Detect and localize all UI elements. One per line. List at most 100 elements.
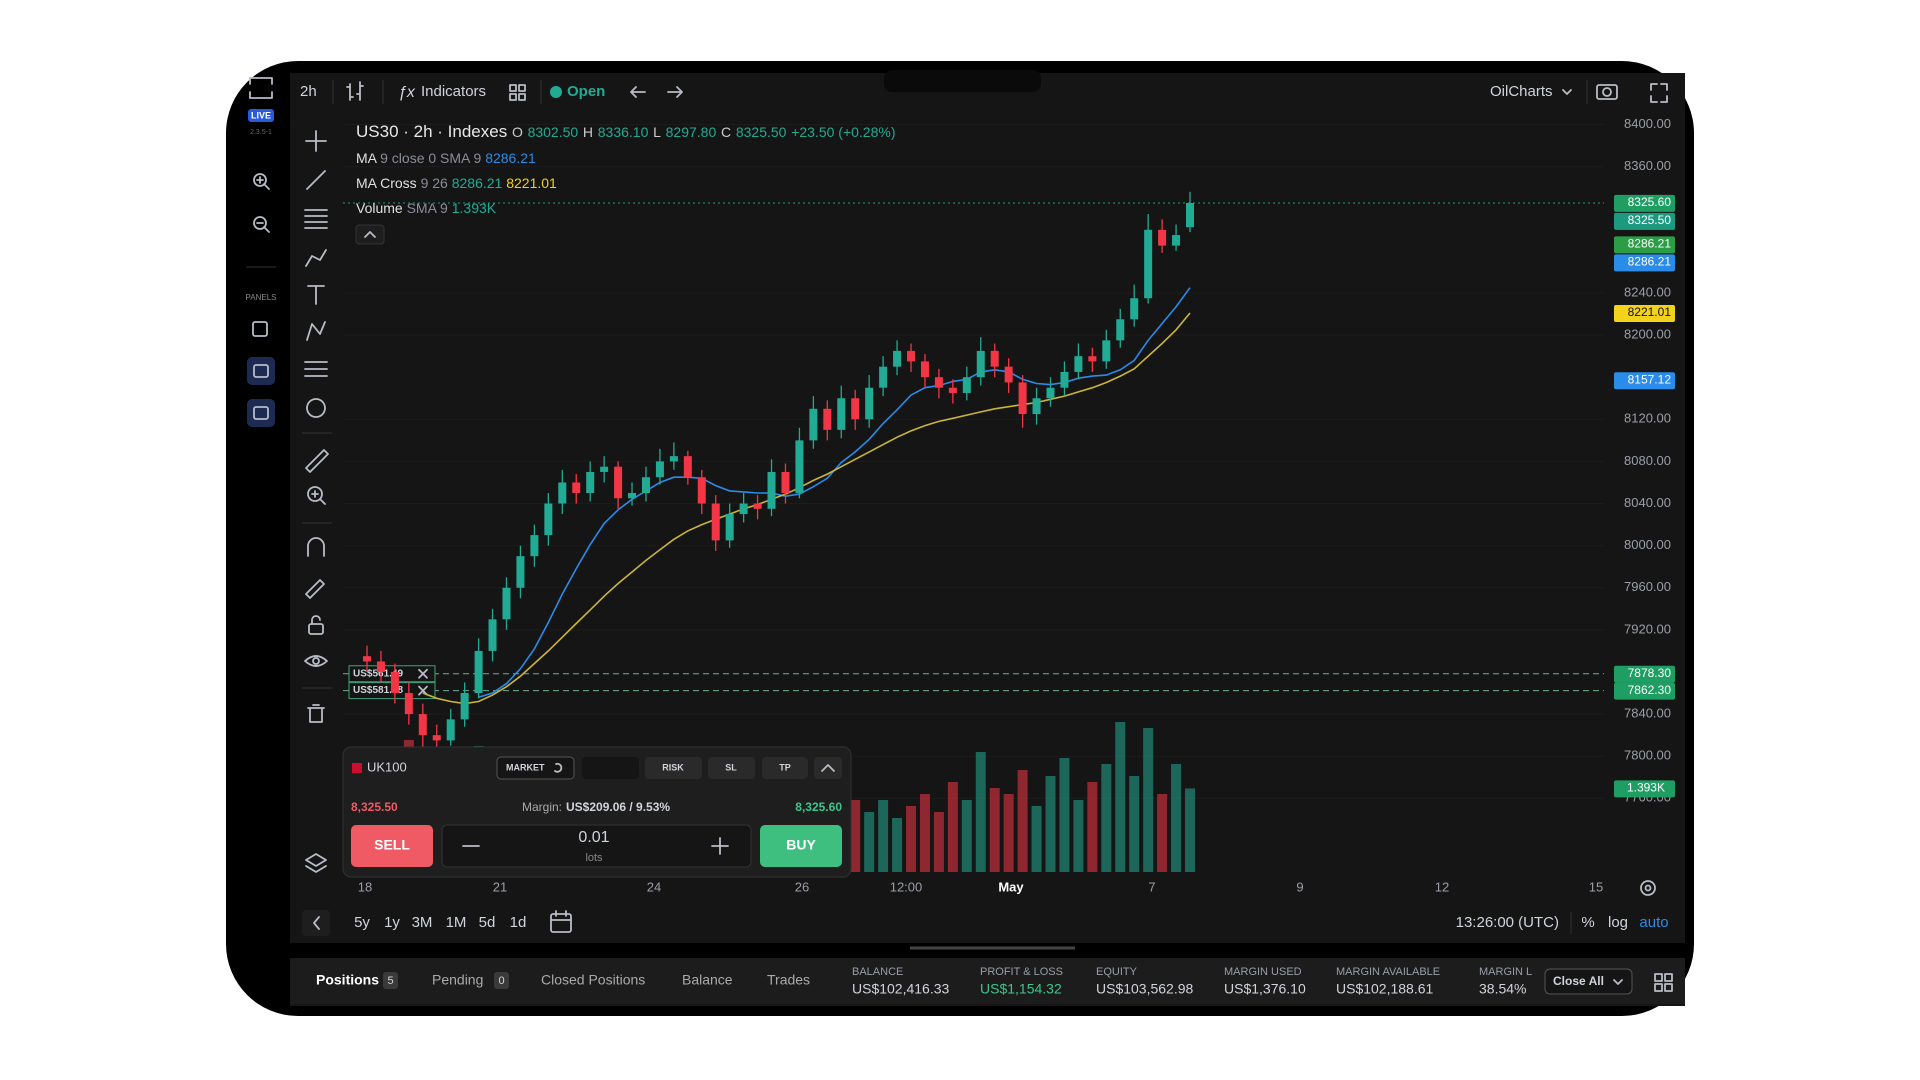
redo[interactable]	[667, 86, 683, 98]
sell-button[interactable]	[351, 825, 433, 867]
range-button[interactable]: 3M	[412, 914, 433, 931]
close-position[interactable]	[418, 668, 428, 679]
indicators[interactable]: Indicators	[421, 83, 486, 100]
study-params: SMA 9	[407, 200, 448, 216]
layouts[interactable]	[509, 84, 526, 101]
grid-menu[interactable]	[1654, 973, 1673, 992]
candle-body	[920, 361, 929, 378]
auto[interactable]: auto	[1639, 914, 1668, 931]
y-tick-label: 8400.00	[1624, 116, 1671, 131]
candle-body	[976, 350, 985, 378]
delete[interactable]	[307, 704, 325, 723]
close-all-button[interactable]	[1544, 968, 1633, 995]
fullscreen[interactable]	[1650, 83, 1668, 103]
zoom-out[interactable]	[253, 216, 270, 233]
ruler[interactable]	[305, 449, 329, 473]
buy-button[interactable]	[760, 825, 842, 867]
panel-active[interactable]	[247, 399, 275, 427]
study-value: 8221.01	[506, 175, 557, 191]
panel-active[interactable]	[247, 357, 275, 385]
risk-button[interactable]	[645, 757, 702, 779]
stat-value: US$102,188.61	[1336, 981, 1434, 997]
pattern[interactable]	[306, 321, 326, 341]
stat-label: MARGIN AVAILABLE	[1336, 966, 1440, 978]
text-tool[interactable]	[307, 285, 325, 305]
account[interactable]: OilCharts	[1490, 83, 1553, 100]
candle-body	[1018, 382, 1027, 415]
tab[interactable]: Pending	[432, 972, 483, 988]
ohlc-key: O	[512, 124, 523, 140]
trend-line[interactable]	[306, 170, 326, 190]
chart-type[interactable]	[346, 81, 364, 101]
candle-body	[753, 503, 762, 509]
volume-bar	[850, 800, 861, 872]
order-type: MARKET	[506, 762, 545, 772]
y-tick-label: 8000.00	[1624, 537, 1671, 552]
collapse-button[interactable]	[814, 757, 842, 779]
range-button[interactable]: 5d	[479, 914, 496, 931]
volume-bar	[878, 800, 889, 872]
order-type-button[interactable]	[496, 756, 575, 780]
candle-body	[390, 671, 399, 694]
layers[interactable]	[305, 853, 327, 873]
volume-bar	[1129, 776, 1140, 872]
crosshair[interactable]	[305, 130, 327, 152]
tp-button[interactable]	[762, 757, 808, 779]
candle-body	[1116, 319, 1125, 341]
position-marker-label: 7878.30	[1628, 666, 1672, 680]
tab[interactable]: Balance	[682, 972, 733, 988]
candle-body	[404, 693, 413, 715]
settings[interactable]	[1640, 880, 1656, 896]
quantity-box[interactable]	[441, 824, 752, 868]
candle-body	[1172, 235, 1181, 246]
plus[interactable]	[711, 837, 729, 855]
collapse-legend[interactable]	[355, 224, 385, 245]
emoji[interactable]	[306, 398, 326, 418]
interval[interactable]: 2h	[300, 83, 317, 100]
candle-body	[641, 477, 650, 493]
ohlc-value: 8325.50	[736, 124, 787, 140]
magnet[interactable]	[307, 537, 325, 557]
symbol: UK100	[367, 759, 407, 774]
candle-body	[614, 466, 623, 499]
tab[interactable]: Positions	[316, 972, 379, 988]
tab[interactable]: Closed Positions	[541, 972, 645, 988]
range-button[interactable]: 1d	[510, 914, 527, 931]
projection[interactable]	[304, 361, 328, 377]
zoom-in[interactable]	[253, 173, 270, 190]
lock-draw[interactable]	[305, 579, 325, 599]
range-button[interactable]: 1y	[384, 914, 400, 931]
candle-body	[488, 619, 497, 651]
study-params: 9 close 0 SMA 9	[380, 150, 481, 166]
candle-body	[962, 377, 971, 393]
lock[interactable]	[308, 615, 324, 635]
status-dot	[550, 86, 562, 98]
candle-body	[1032, 398, 1041, 415]
sl-button[interactable]	[708, 757, 755, 779]
x-tick-label: 12	[1435, 879, 1449, 894]
volume-bar	[1185, 788, 1195, 872]
position-pnl: US$581.58	[353, 685, 403, 696]
candle-body	[586, 471, 595, 493]
candle-body	[767, 471, 776, 509]
scroll-back[interactable]	[302, 910, 330, 936]
screenshot[interactable]	[1596, 84, 1618, 100]
range-bar: 13:26:00 (UTC) % log auto 5y 1y 3M 1M 5d 1d	[302, 880, 1669, 936]
tab[interactable]: Trades	[767, 972, 810, 988]
log[interactable]: log	[1608, 914, 1628, 931]
candle-body	[1088, 356, 1097, 362]
study-name: MA	[356, 150, 378, 166]
range-button[interactable]: 1M	[446, 914, 467, 931]
brush[interactable]	[305, 249, 327, 267]
zoom-tool[interactable]	[307, 486, 326, 505]
input-box[interactable]	[582, 757, 639, 779]
candle-body	[655, 461, 664, 478]
range-button[interactable]: 5y	[354, 914, 370, 931]
candle-body	[432, 735, 441, 741]
fib[interactable]	[304, 209, 328, 229]
panel-icon[interactable]	[252, 321, 268, 337]
date-picker[interactable]	[550, 910, 572, 933]
percent[interactable]: %	[1581, 914, 1594, 931]
undo[interactable]	[630, 86, 646, 98]
visibility[interactable]	[304, 655, 328, 667]
